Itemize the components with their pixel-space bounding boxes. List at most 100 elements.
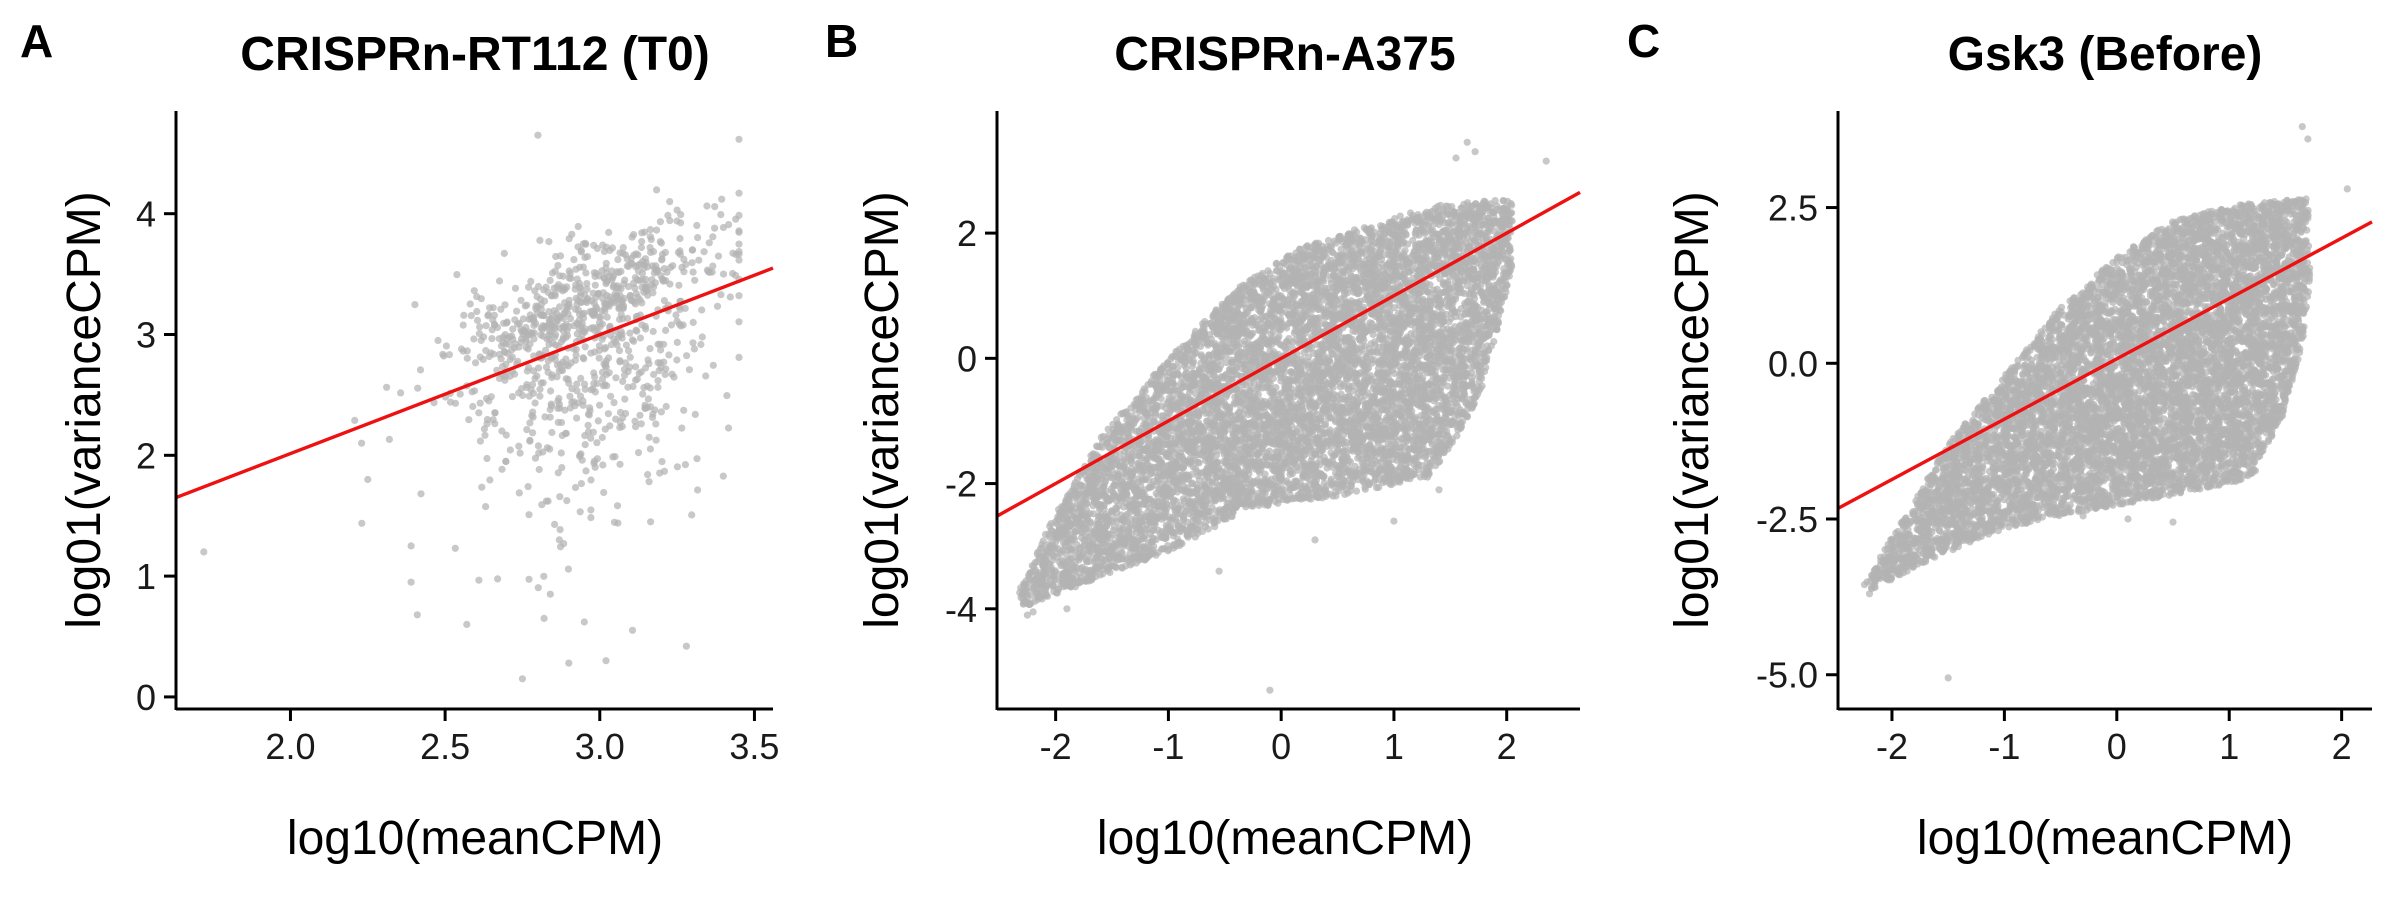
data-point — [650, 370, 658, 379]
data-point — [572, 294, 580, 302]
data-point — [644, 471, 652, 479]
data-point — [575, 283, 584, 291]
data-point — [580, 618, 588, 626]
data-point — [555, 536, 563, 544]
data-point — [691, 410, 699, 418]
data-point — [556, 543, 565, 551]
data-point — [502, 431, 510, 439]
data-point — [645, 478, 653, 486]
data-point — [472, 359, 480, 367]
data-point — [638, 229, 646, 237]
data-point — [573, 387, 581, 395]
data-point — [673, 463, 682, 471]
data-point — [583, 280, 591, 288]
data-point — [574, 222, 582, 231]
data-point — [463, 354, 471, 362]
data-point — [562, 375, 570, 383]
data-point — [613, 341, 621, 349]
data-point — [491, 409, 499, 417]
data-point — [581, 441, 589, 449]
data-point — [546, 590, 554, 598]
data-point — [468, 388, 476, 396]
data-point — [358, 439, 366, 447]
data-point — [729, 249, 737, 257]
panel-letter: B — [825, 15, 858, 67]
data-point — [577, 322, 585, 331]
data-point — [732, 271, 740, 279]
data-point — [526, 437, 534, 445]
data-point — [636, 411, 644, 419]
data-point — [603, 278, 611, 286]
data-point — [476, 323, 484, 331]
data-point — [508, 393, 516, 401]
data-point — [654, 340, 662, 348]
data-point — [351, 416, 359, 424]
data-point — [568, 230, 576, 238]
data-point — [622, 409, 630, 418]
data-point — [635, 369, 643, 377]
data-point — [598, 267, 606, 275]
data-point — [681, 461, 690, 469]
data-point — [637, 420, 645, 428]
data-point — [549, 339, 557, 347]
data-point — [465, 416, 473, 424]
data-point — [646, 233, 655, 241]
data-point — [556, 493, 564, 501]
data-point — [705, 239, 713, 247]
data-point — [570, 256, 578, 264]
data-point — [473, 316, 482, 324]
data-point — [446, 398, 455, 406]
data-point — [533, 309, 541, 317]
data-point — [600, 360, 608, 368]
data-point — [675, 281, 683, 289]
data-point — [482, 322, 490, 330]
data-point — [494, 575, 502, 583]
data-point — [473, 307, 481, 316]
data-point — [480, 333, 488, 341]
data-point — [628, 233, 636, 241]
data-point — [634, 251, 642, 259]
data-point — [735, 318, 743, 326]
data-point — [573, 414, 581, 422]
data-point — [655, 367, 663, 375]
data-point — [587, 506, 595, 514]
data-point — [610, 399, 618, 407]
data-point — [610, 518, 619, 526]
data-point — [544, 357, 552, 365]
data-point — [510, 370, 519, 378]
data-point — [597, 313, 605, 321]
data-point — [515, 442, 523, 450]
data-point — [485, 397, 493, 405]
data-point — [556, 252, 565, 260]
data-point — [554, 261, 562, 270]
data-point — [411, 301, 419, 309]
data-point — [649, 327, 657, 336]
data-point — [735, 240, 743, 248]
data-point — [534, 442, 543, 450]
data-point — [518, 385, 526, 393]
data-point — [673, 338, 681, 346]
data-point — [644, 263, 652, 271]
data-point — [638, 321, 646, 329]
data-point — [718, 195, 726, 203]
data-point — [694, 234, 702, 242]
data-point — [641, 255, 650, 263]
data-point — [551, 520, 559, 529]
data-point — [644, 395, 653, 403]
data-point — [634, 449, 643, 457]
data-point — [652, 436, 660, 444]
data-point — [456, 390, 464, 398]
data-point — [644, 356, 652, 364]
data-point — [587, 514, 595, 522]
data-point — [416, 366, 425, 374]
data-point — [513, 307, 521, 315]
data-point — [561, 285, 569, 293]
data-point — [719, 472, 727, 480]
data-point — [724, 424, 733, 432]
data-point — [640, 384, 648, 392]
data-point — [678, 424, 686, 432]
data-point — [735, 135, 743, 143]
data-point — [673, 206, 681, 214]
data-point — [653, 226, 661, 234]
data-point — [565, 267, 573, 275]
